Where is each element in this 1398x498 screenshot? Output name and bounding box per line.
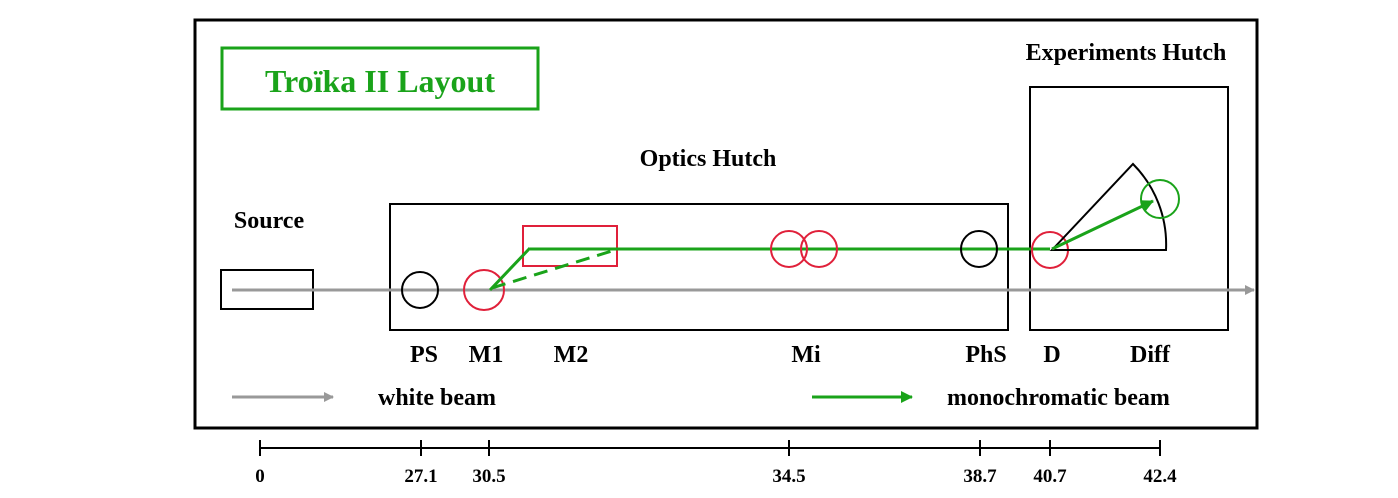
optics-hutch-box <box>389 203 1009 331</box>
diffracted-beam <box>1051 199 1154 251</box>
label-ps: PS <box>410 342 438 368</box>
label-m2: M2 <box>554 342 589 368</box>
experiments-hutch-label: Experiments Hutch <box>1026 40 1227 66</box>
phs-element <box>960 230 998 268</box>
title-box <box>220 46 540 111</box>
diff-detector <box>1140 179 1180 219</box>
mi-element-2 <box>800 230 838 268</box>
outer-frame <box>193 18 1259 430</box>
ps-element <box>401 271 439 309</box>
ruler-tick-label: 40.7 <box>1033 466 1067 487</box>
ruler-tick-label: 0 <box>255 466 265 487</box>
label-diff: Diff <box>1130 342 1171 368</box>
experiments-hutch-box <box>1029 86 1229 331</box>
m2-element <box>522 225 618 267</box>
diagram-title: Troïka II Layout <box>265 63 495 99</box>
ruler-tick-label: 34.5 <box>772 466 805 487</box>
label-d: D <box>1043 342 1060 368</box>
ruler-tick-label: 42.4 <box>1143 466 1177 487</box>
legend-mono-label: monochromatic beam <box>947 385 1170 411</box>
m1-element <box>463 269 505 311</box>
mi-element-1 <box>770 230 808 268</box>
legend-white-label: white beam <box>378 385 496 411</box>
optics-hutch-label: Optics Hutch <box>640 146 777 172</box>
ruler-tick-label: 30.5 <box>472 466 505 487</box>
ruler-ticks: 0 27.1 30.5 34.5 38.7 40.7 42.4 <box>255 440 1177 487</box>
ruler-tick-label: 38.7 <box>963 466 997 487</box>
ruler-tick-label: 27.1 <box>404 466 437 487</box>
label-mi: Mi <box>791 342 821 368</box>
label-m1: M1 <box>469 342 504 368</box>
source-label: Source <box>234 208 305 234</box>
label-phs: PhS <box>965 342 1006 368</box>
diffractometer-sector <box>1049 162 1168 251</box>
mono-beam-m1-m2 <box>488 246 532 292</box>
